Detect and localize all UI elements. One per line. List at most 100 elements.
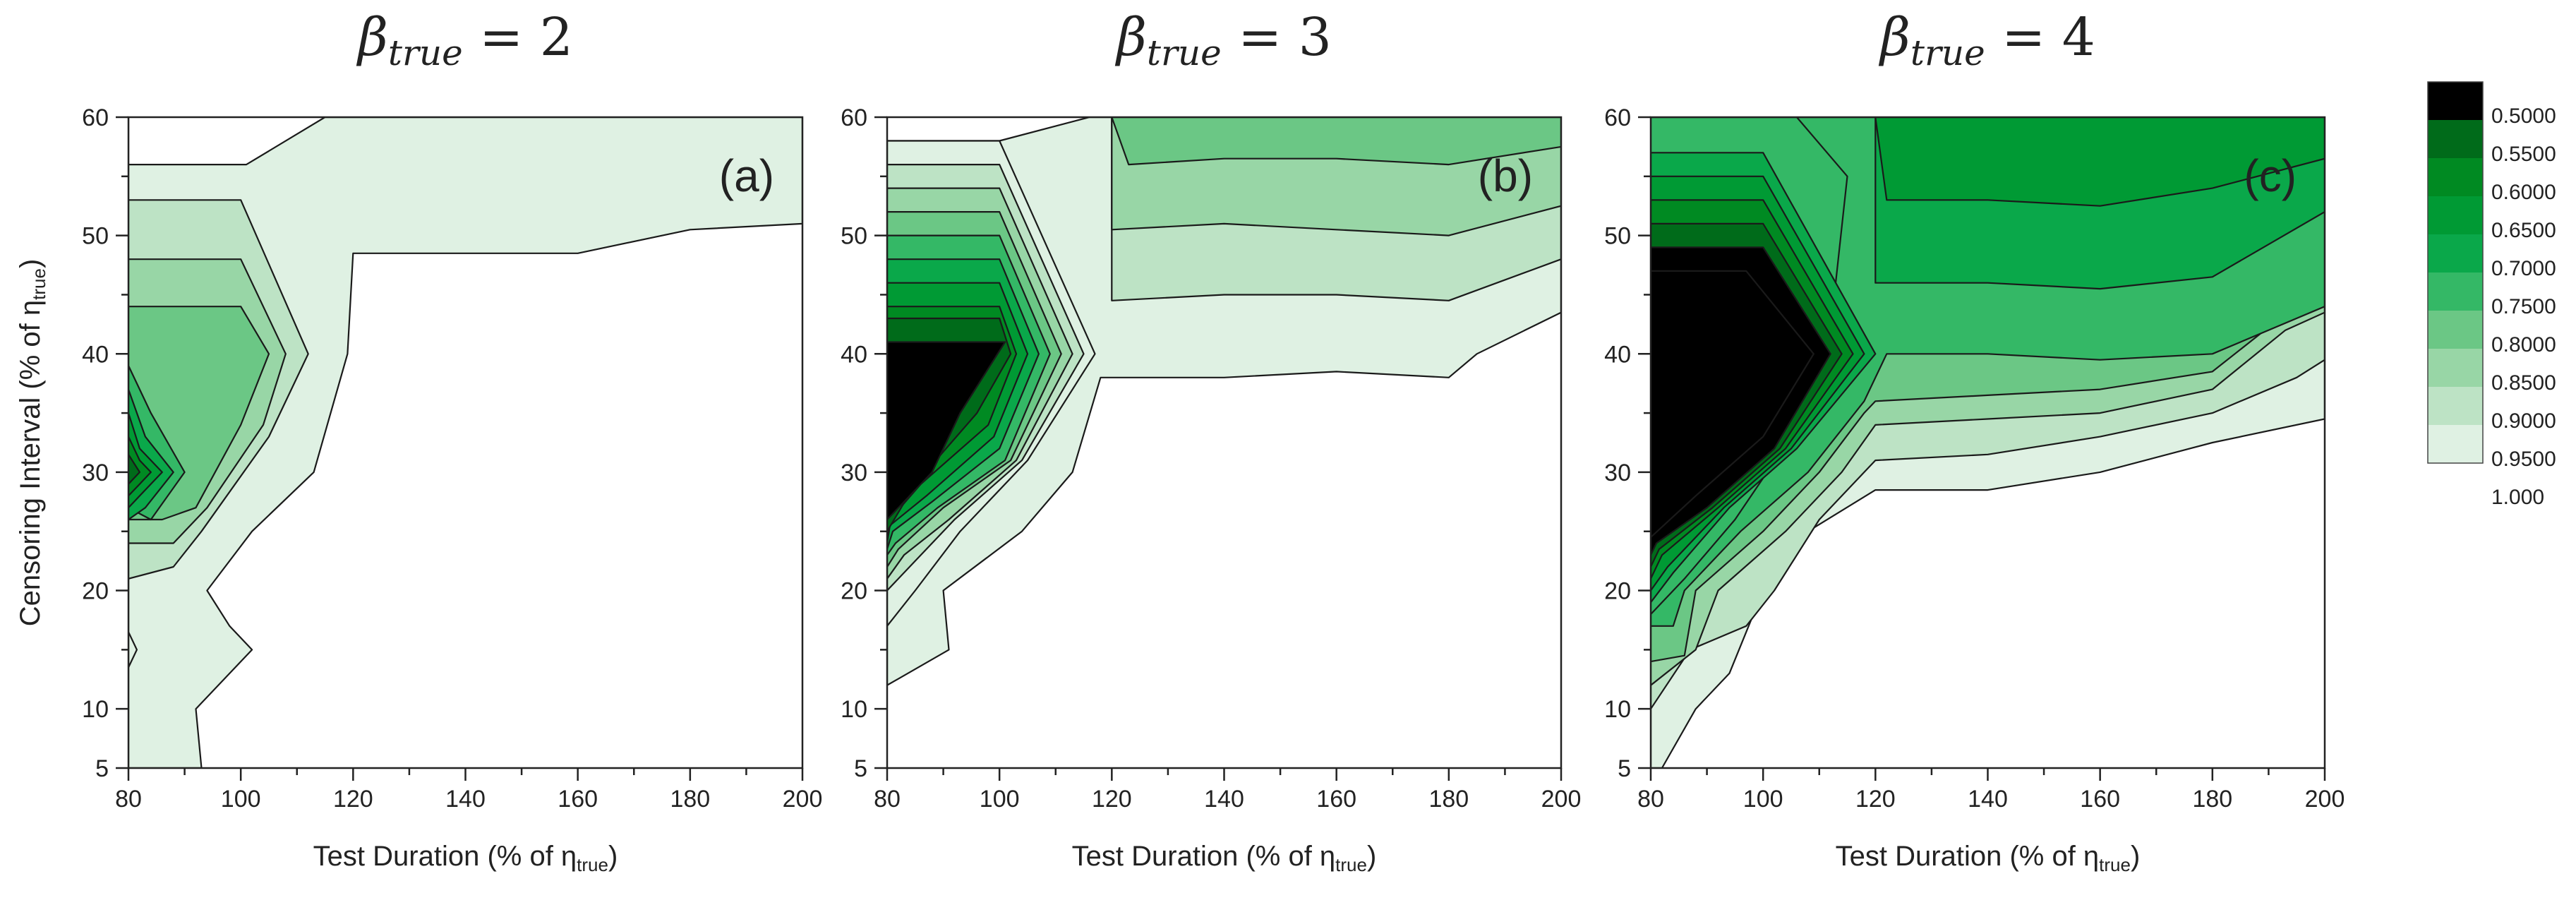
- y-tick-label: 30: [1604, 460, 1631, 486]
- y-tick-label: 50: [82, 223, 109, 250]
- contour-region: [1874, 117, 2325, 207]
- y-tick-label: 40: [841, 341, 867, 368]
- x-tick-label: 100: [980, 786, 1020, 813]
- y-tick-label: 20: [1604, 578, 1631, 605]
- contour-region: [887, 341, 1006, 521]
- x-tick-label: 180: [670, 786, 710, 813]
- panel-title-subscript: true: [1147, 32, 1222, 73]
- y-tick-label: 20: [841, 578, 867, 605]
- y-axis-label: Censoring Interval (% of ηtrue): [15, 259, 49, 627]
- contour-regions: [1651, 117, 2325, 768]
- colorbar-swatch: [2428, 349, 2483, 387]
- colorbar-swatch: [2428, 234, 2483, 272]
- y-tick-label: 5: [854, 755, 867, 782]
- colorbar-swatch: [2428, 82, 2483, 120]
- x-tick-label: 140: [1204, 786, 1244, 813]
- panel-title: βtrue = 3: [1114, 7, 1332, 73]
- y-tick-label: 5: [1618, 755, 1631, 782]
- colorbar-label: 0.6500: [2491, 219, 2556, 242]
- y-tick-label: 10: [1604, 696, 1631, 723]
- y-tick-label: 40: [1604, 341, 1631, 368]
- colorbar-label: 0.7000: [2491, 257, 2556, 280]
- x-tick-label: 200: [783, 786, 823, 813]
- panel-title: βtrue = 4: [1878, 7, 2095, 73]
- x-tick-label: 120: [1092, 786, 1132, 813]
- panel-title-beta: β: [1114, 7, 1147, 68]
- colorbar-label: 0.9500: [2491, 448, 2556, 471]
- panel-title: βtrue = 2: [356, 7, 573, 73]
- panel-2: 80 100 120 140 160 180 200 5 10 20 30 40 50 60 Test Du…: [841, 7, 1581, 875]
- x-tick-label: 100: [221, 786, 261, 813]
- colorbar-swatch: [2428, 158, 2483, 196]
- panel-title-beta: β: [1878, 7, 1910, 68]
- panel-title-value: = 3: [1222, 7, 1332, 68]
- panel-title-subscript: true: [1910, 32, 1985, 73]
- panel-title-value: = 4: [1985, 7, 2095, 68]
- colorbar-label: 0.7500: [2491, 295, 2556, 318]
- x-tick-label: 160: [1316, 786, 1356, 813]
- y-tick-label: 20: [82, 578, 109, 605]
- colorbar: 0.5000 0.5500 0.6000 0.6500 0.7000 0.7500 0.80…: [2427, 81, 2556, 509]
- y-tick-label: 10: [82, 696, 109, 723]
- contour-regions: [887, 117, 1561, 686]
- x-tick-label: 160: [558, 786, 598, 813]
- panel-1: 80 100 120 140 160 180 200 5 10 20 30 40 50 60 Test Du…: [15, 7, 822, 875]
- colorbar-label: 0.8500: [2491, 371, 2556, 395]
- x-axis-label-main: Test Duration (% of η: [1836, 841, 2100, 872]
- x-tick-label: 200: [2305, 786, 2345, 813]
- x-tick-label: 100: [1743, 786, 1783, 813]
- y-tick-label: 30: [82, 460, 109, 486]
- y-axis-label-close: ): [15, 259, 46, 268]
- y-axis-label-subscript: true: [28, 268, 49, 300]
- y-tick-label: 30: [841, 460, 867, 486]
- contour-region: [1111, 117, 1561, 166]
- colorbar-swatch: [2428, 272, 2483, 311]
- contour-region: [128, 631, 138, 669]
- y-tick-label: 50: [841, 223, 867, 250]
- y-tick-label: 60: [1604, 104, 1631, 131]
- contour-region: [128, 117, 802, 768]
- x-tick-label: 80: [1637, 786, 1664, 813]
- x-tick-label: 120: [333, 786, 373, 813]
- x-tick-label: 140: [445, 786, 486, 813]
- x-axis-label-main: Test Duration (% of η: [313, 841, 577, 872]
- y-axis-label-main: Censoring Interval (% of η: [15, 300, 46, 626]
- x-axis-label: Test Duration (% of ηtrue): [1072, 841, 1377, 875]
- contour-region: [128, 436, 152, 497]
- y-tick-label: 5: [95, 755, 109, 782]
- x-axis-label-close: ): [608, 841, 618, 872]
- panels: 80 100 120 140 160 180 200 5 10 20 30 40 50 60 Test Du…: [15, 7, 2345, 875]
- x-tick-label: 180: [1428, 786, 1469, 813]
- panel-label: (b): [1478, 150, 1533, 201]
- colorbar-swatch: [2428, 196, 2483, 234]
- contour-region: [1651, 270, 1814, 539]
- x-axis-label-subscript: true: [577, 854, 608, 875]
- panel-label: (c): [2244, 150, 2297, 201]
- y-tick-label: 60: [82, 104, 109, 131]
- y-tick-label: 40: [82, 341, 109, 368]
- x-tick-label: 140: [1968, 786, 2008, 813]
- x-tick-label: 180: [2192, 786, 2232, 813]
- contour-regions: [128, 117, 802, 768]
- colorbar-swatch: [2428, 387, 2483, 425]
- x-axis-label: Test Duration (% of ηtrue): [313, 841, 618, 875]
- colorbar-label: 0.6000: [2491, 181, 2556, 204]
- x-tick-label: 80: [874, 786, 901, 813]
- panel-title-subscript: true: [388, 32, 463, 73]
- colorbar-label: 0.8000: [2491, 333, 2556, 356]
- x-axis-label-subscript: true: [1335, 854, 1367, 875]
- colorbar-swatch: [2428, 311, 2483, 349]
- x-tick-label: 80: [115, 786, 142, 813]
- colorbar-label: 1.000: [2491, 486, 2544, 509]
- colorbar-label: 0.9000: [2491, 409, 2556, 433]
- panel-title-value: = 2: [463, 7, 573, 68]
- panel-3: 80 100 120 140 160 180 200 5 10 20 30 40 50 60 Test Du…: [1604, 7, 2345, 875]
- colorbar-label: 0.5500: [2491, 143, 2556, 166]
- x-axis-label: Test Duration (% of ηtrue): [1836, 841, 2141, 875]
- x-axis-label-close: ): [2131, 841, 2140, 872]
- y-tick-label: 10: [841, 696, 867, 723]
- panel-label: (a): [719, 150, 774, 201]
- x-tick-label: 160: [2080, 786, 2120, 813]
- x-axis-label-main: Test Duration (% of η: [1072, 841, 1336, 872]
